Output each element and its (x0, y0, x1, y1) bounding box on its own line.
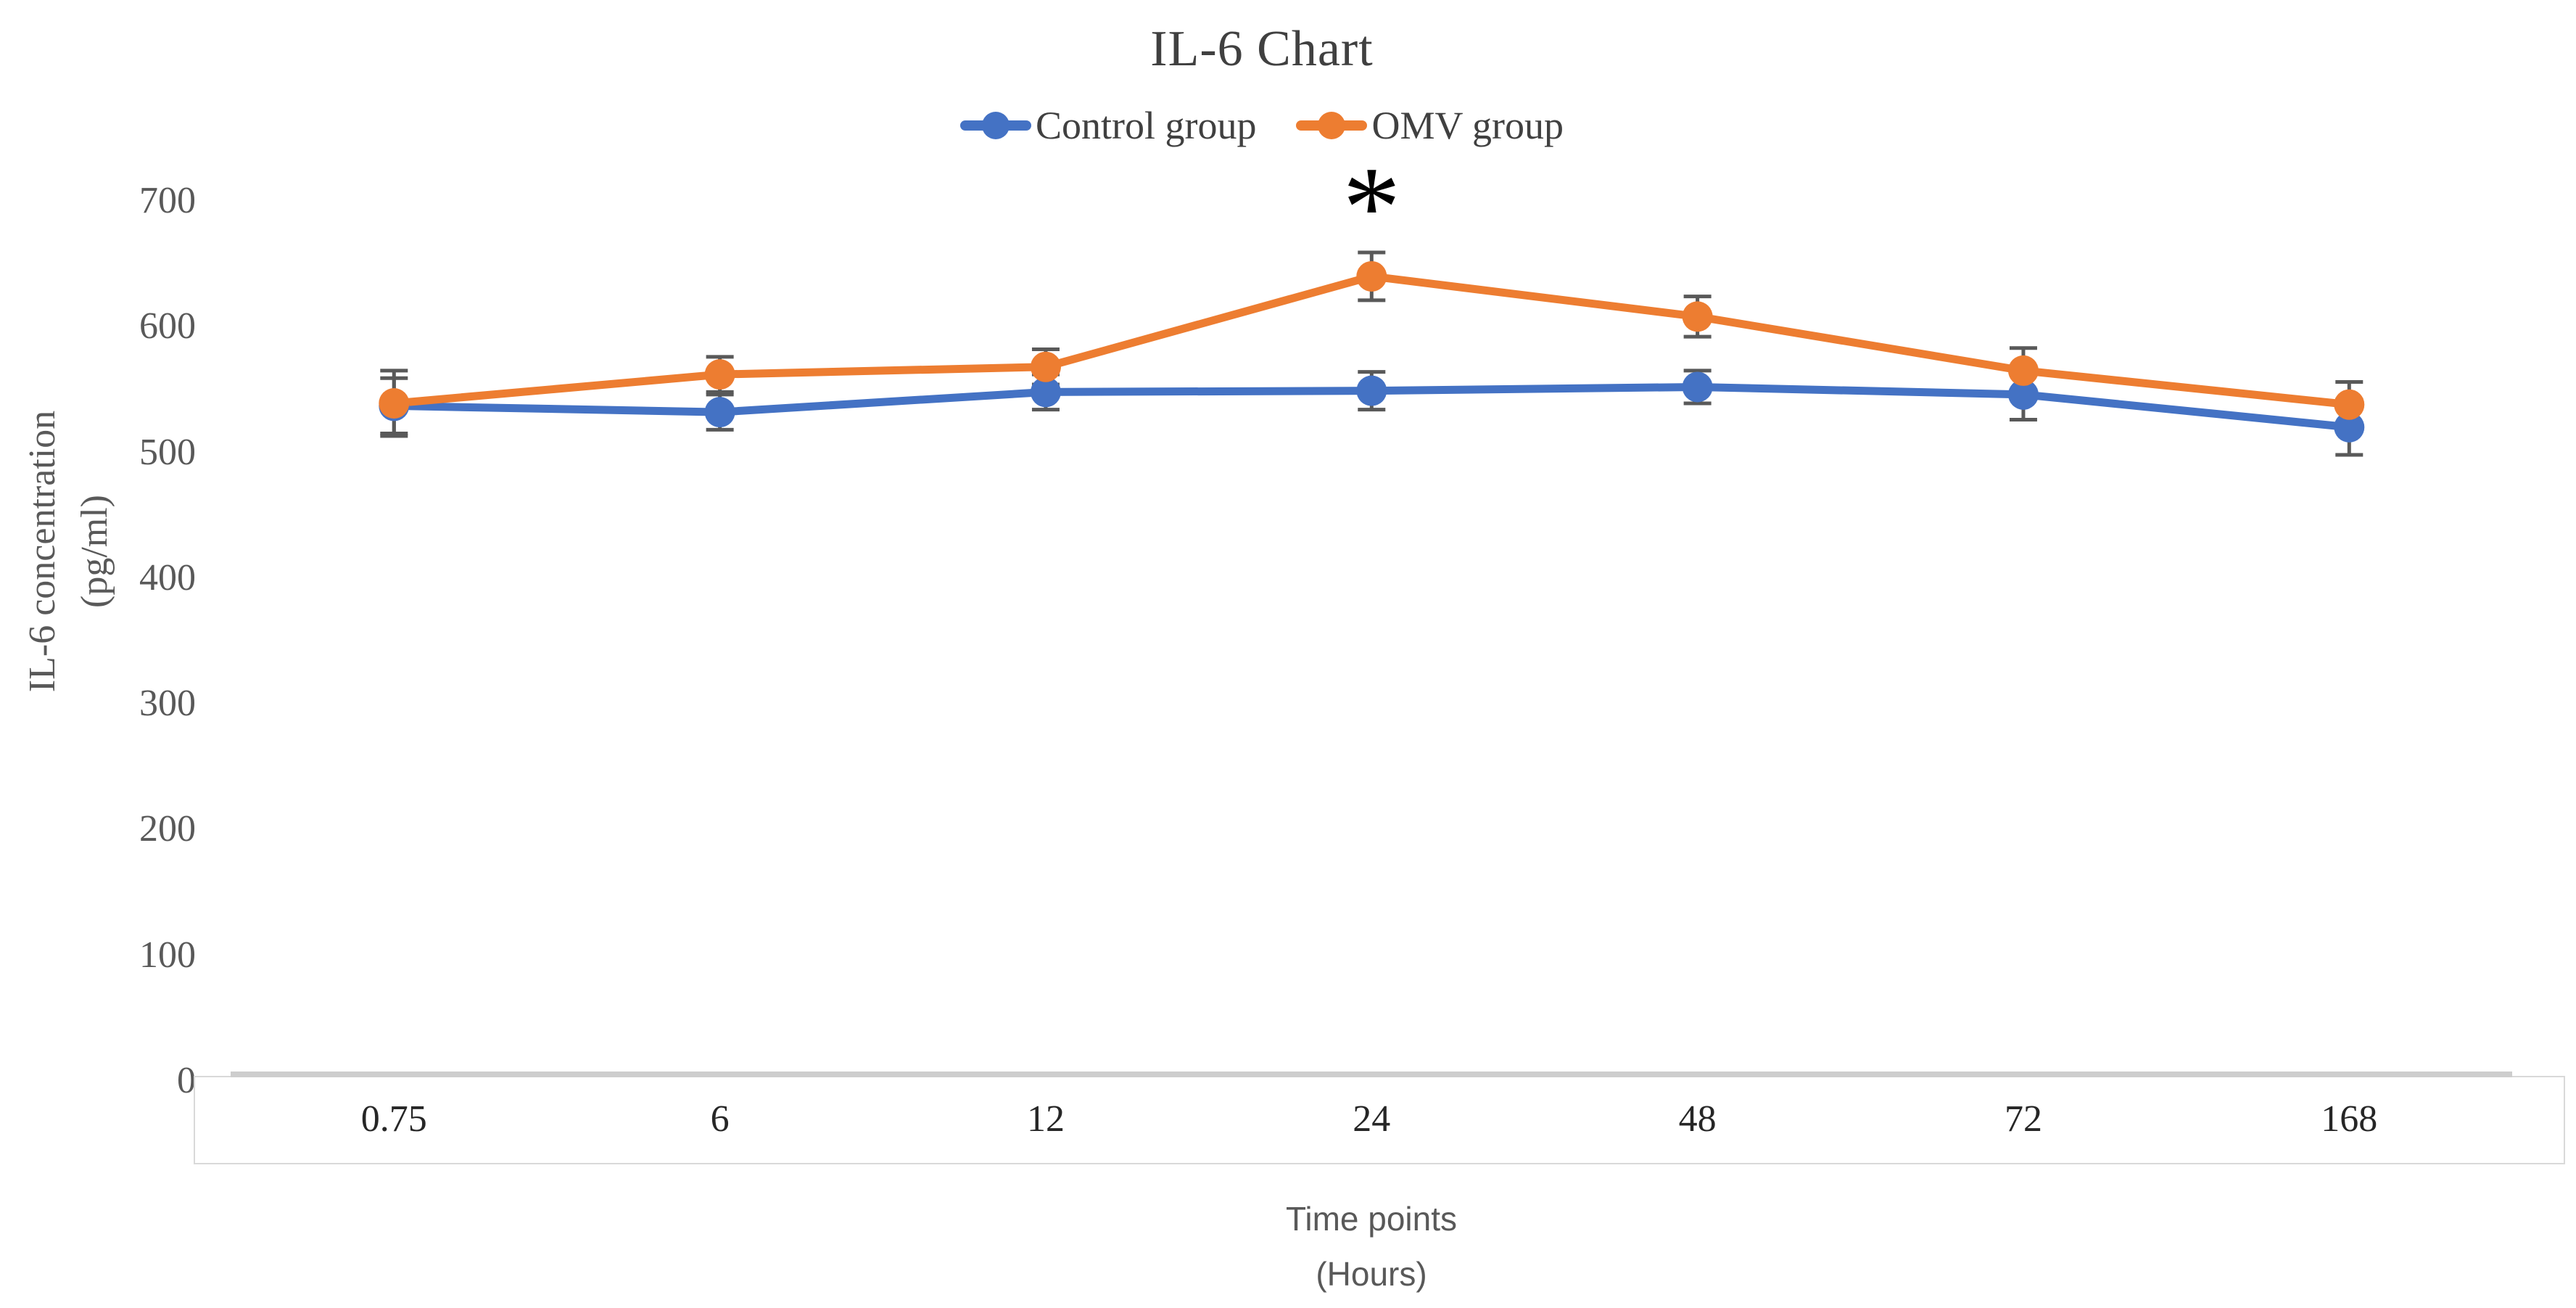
x-tick-label: 12 (1026, 1098, 1065, 1140)
legend-label: Control group (1035, 104, 1257, 147)
data-point-marker (2007, 379, 2039, 410)
significance-asterisk: * (1342, 142, 1401, 271)
data-point-marker (1356, 375, 1387, 406)
x-tick-label: 168 (2321, 1098, 2378, 1140)
data-point-marker (2334, 389, 2365, 420)
data-point-marker (1030, 351, 1061, 382)
data-point-marker (1682, 301, 1713, 332)
legend-line-marker-icon (1296, 112, 1368, 139)
x-axis-title-line2: (Hours) (1316, 1255, 1427, 1293)
x-axis-line (231, 1072, 2512, 1077)
data-point-marker (1030, 377, 1061, 408)
y-tick-label: 100 (139, 934, 196, 976)
data-point-marker (379, 387, 410, 419)
y-tick-label: 0 (177, 1060, 196, 1101)
x-tick-label: 72 (2004, 1098, 2042, 1140)
legend-item-control-group: Control group (959, 103, 1257, 148)
data-point-marker (704, 359, 735, 390)
y-tick-label: 200 (139, 808, 196, 850)
x-tick-label: 48 (1678, 1098, 1717, 1140)
data-point-marker (2007, 355, 2039, 386)
y-tick-label: 600 (139, 305, 196, 347)
data-point-marker (1682, 371, 1713, 403)
x-tick-label: 6 (710, 1098, 730, 1140)
legend-dot-icon (1318, 112, 1346, 139)
x-tick-label: 0.75 (360, 1098, 427, 1140)
y-tick-label: 300 (139, 683, 196, 725)
data-point-marker (1356, 260, 1387, 292)
x-axis-title: Time points (Hours) (231, 1191, 2512, 1301)
y-tick-label: 500 (139, 431, 196, 473)
legend-item-omv-group: OMV group (1296, 103, 1564, 148)
data-point-marker (2334, 411, 2365, 443)
legend: Control group OMV group (0, 103, 2524, 148)
legend-line-marker-icon (959, 112, 1031, 139)
legend-dot-icon (981, 112, 1010, 139)
chart-title: IL-6 Chart (1150, 21, 1374, 77)
y-tick-label: 400 (139, 556, 196, 599)
data-point-marker (704, 397, 735, 428)
x-axis-title-line1: Time points (1285, 1200, 1458, 1238)
y-tick-label: 700 (139, 179, 196, 221)
x-tick-label: 24 (1353, 1098, 1391, 1140)
legend-label: OMV group (1371, 104, 1564, 147)
